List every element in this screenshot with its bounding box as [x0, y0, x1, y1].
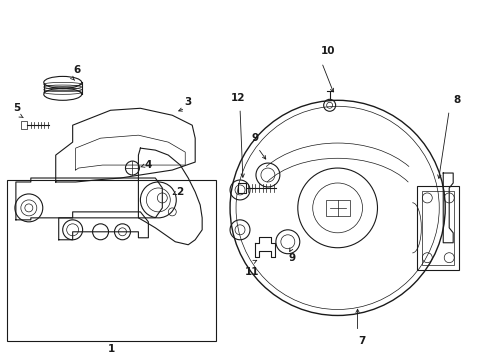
Bar [422, 191, 453, 265]
Bar [238, 183, 245, 193]
Ellipse shape [44, 88, 81, 100]
Text: 5: 5 [13, 103, 20, 113]
Bar [7, 180, 216, 341]
Text: 1: 1 [108, 345, 115, 354]
Text: 12: 12 [230, 93, 245, 103]
Text: 11: 11 [244, 267, 259, 276]
Bar [416, 186, 458, 270]
Text: 7: 7 [357, 336, 365, 346]
Text: 8: 8 [453, 95, 460, 105]
Bar [21, 121, 27, 129]
Circle shape [25, 204, 33, 212]
Text: 10: 10 [320, 45, 334, 55]
Text: 6: 6 [73, 66, 80, 76]
Text: 9: 9 [287, 253, 295, 263]
Text: 9: 9 [251, 133, 258, 143]
Ellipse shape [44, 76, 81, 88]
Text: 2: 2 [176, 187, 183, 197]
Bar [325, 200, 349, 216]
Text: 4: 4 [144, 160, 152, 170]
Text: 3: 3 [184, 97, 191, 107]
